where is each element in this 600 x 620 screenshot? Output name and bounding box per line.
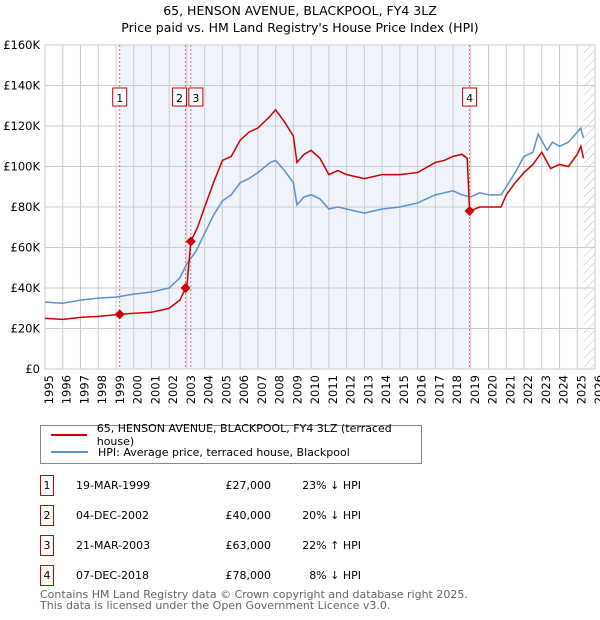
x-tick-label: 2004 [202,375,216,404]
sale-date: 07-DEC-2018 [76,569,150,582]
y-tick-label: £120K [3,119,40,133]
x-tick-label: 1998 [95,375,109,404]
footer-licence: This data is licensed under the Open Gov… [40,599,391,612]
footer: Contains HM Land Registry data © Crown c… [40,589,468,611]
x-tick-label: 2024 [557,375,571,404]
sale-hpi-diff: 22% ↑ HPI [302,539,361,552]
sale-number: 3 [40,535,54,556]
x-tick-label: 2019 [468,375,482,404]
y-tick-label: £20K [11,322,41,336]
x-tick-label: 2012 [344,375,358,404]
x-tick-label: 2002 [166,375,180,404]
sale-label: 4 [466,92,473,105]
sale-hpi-diff: 8% ↓ HPI [309,569,361,582]
x-tick-label: 2005 [219,375,233,404]
y-tick-label: £0 [25,362,40,376]
sale-point [114,309,125,320]
x-tick-label: 1997 [77,375,91,404]
sale-row: 3 21-MAR-2003 £63,000 22% ↑ HPI [40,535,440,557]
y-tick-label: £100K [3,160,40,174]
sale-label: 1 [116,92,123,105]
x-tick-label: 2008 [273,375,287,404]
sale-price: £27,000 [225,479,272,492]
sale-date: 21-MAR-2003 [76,539,151,552]
sale-label-box [172,87,188,107]
plot-frame [44,44,596,370]
x-tick-label: 2014 [379,375,393,404]
x-tick-label: 2025 [574,375,588,404]
sale-hpi-diff: 23% ↓ HPI [302,479,361,492]
price-chart: 1995 1996 1997 1998 1999 2000 2001 2002 2003 2004… [3,38,600,404]
sale-point [180,283,191,293]
sale-price: £63,000 [225,539,272,552]
chart-title: 65, HENSON AVENUE, BLACKPOOL, FY4 3LZ [163,3,437,18]
x-tick-label: 2020 [486,375,500,404]
legend-item-property: 65, HENSON AVENUE, BLACKPOOL, FY4 3LZ (t… [51,422,421,448]
x-tick-label: 2010 [308,375,322,404]
x-tick-label: 2006 [237,375,251,404]
sale-number: 2 [40,505,54,526]
x-tick-label: 2026 [592,375,600,404]
x-tick-label: 2017 [432,375,446,404]
x-tick-label: 2003 [184,375,198,404]
sale-label: 2 [176,92,183,105]
x-tick-label: 2000 [131,375,145,404]
y-tick-label: £140K [3,79,40,93]
legend-label-property: 65, HENSON AVENUE, BLACKPOOL, FY4 3LZ (t… [96,422,392,448]
x-tick-label: 2018 [450,375,464,404]
x-tick-label: 1999 [113,375,127,404]
sale-label-box [462,87,478,107]
x-tick-label: 2007 [255,375,269,404]
sale-price: £78,000 [225,569,272,582]
sale-point [185,236,196,247]
x-tick-label: 2009 [290,375,304,404]
sale-point [464,206,475,217]
y-tick-label: £160K [3,38,40,52]
footer-copyright: Contains HM Land Registry data © Crown c… [40,588,468,601]
legend-item-hpi: HPI: Average price, terraced house, Blac… [51,443,350,461]
sale-date: 19-MAR-1999 [76,479,151,492]
x-tick-label: 2015 [397,375,411,404]
legend: 65, HENSON AVENUE, BLACKPOOL, FY4 3LZ (t… [40,422,422,464]
sale-label-box [188,87,204,107]
y-tick-label: £60K [11,241,41,255]
sale-label-box [112,87,128,107]
sale-row: 1 19-MAR-1999 £27,000 23% ↓ HPI [40,475,440,497]
x-tick-label: 2023 [539,375,553,404]
sale-date: 04-DEC-2002 [76,509,150,522]
x-tick-label: 2001 [148,375,162,404]
x-tick-label: 2022 [521,375,535,404]
x-tick-label: 2021 [503,375,517,404]
sale-price: £40,000 [225,509,272,522]
sale-row: 4 07-DEC-2018 £78,000 8% ↓ HPI [40,565,440,587]
y-tick-label: £40K [11,281,41,295]
chart-subtitle: Price paid vs. HM Land Registry's House … [121,20,479,35]
sale-label: 3 [192,92,199,105]
sale-number: 1 [40,475,54,496]
sale-hpi-diff: 20% ↓ HPI [302,509,361,522]
y-tick-label: £80K [11,200,41,214]
sale-row: 2 04-DEC-2002 £40,000 20% ↓ HPI [40,505,440,527]
sale-number: 4 [40,565,54,586]
x-tick-label: 2011 [326,375,340,404]
hpi-line [44,126,585,304]
x-tick-label: 2016 [415,375,429,404]
x-tick-label: 1995 [42,375,56,404]
x-tick-label: 1996 [60,375,74,404]
legend-label-hpi: HPI: Average price, terraced house, Blac… [98,445,350,459]
x-tick-label: 2013 [361,375,375,404]
